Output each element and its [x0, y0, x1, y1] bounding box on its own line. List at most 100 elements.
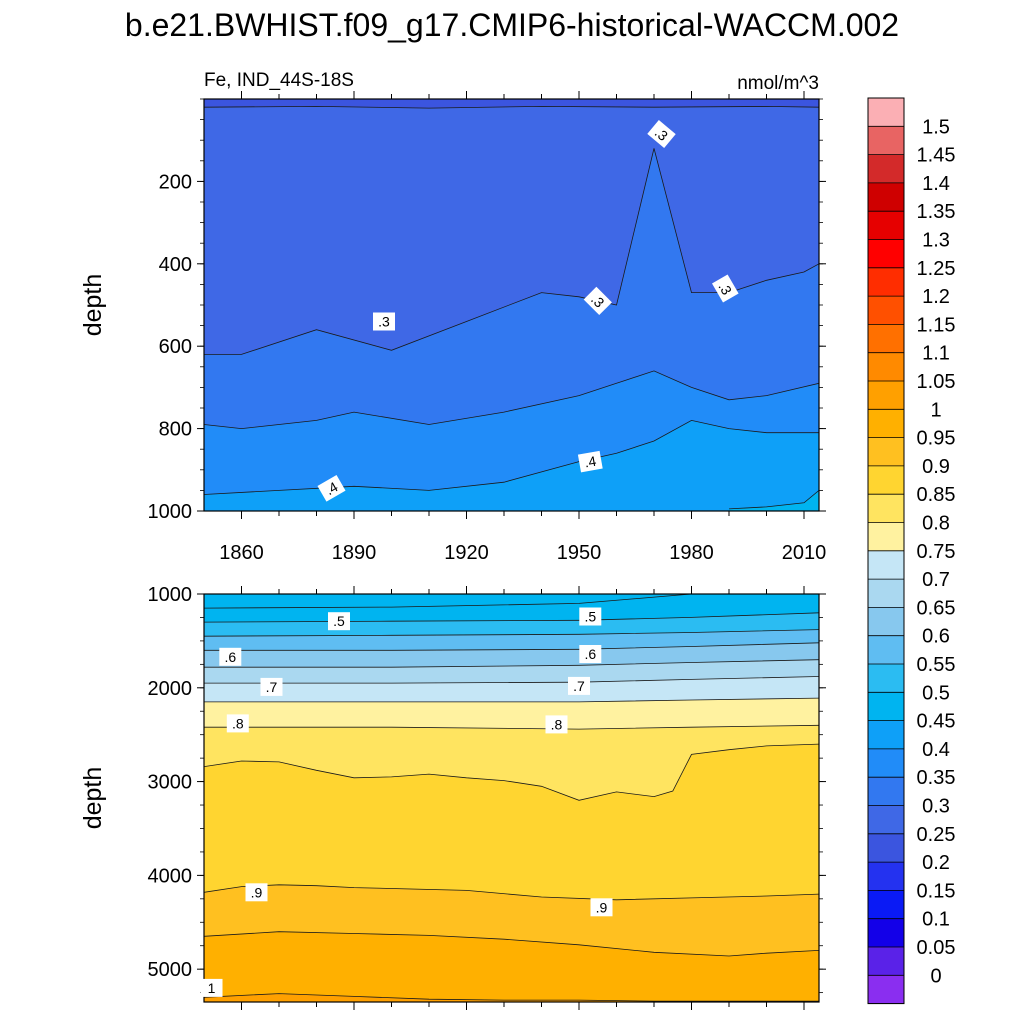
y-tick-label: 4000: [148, 865, 193, 887]
colorbar-swatch: [868, 777, 904, 806]
contour-line: [204, 105, 819, 109]
contour-line: [204, 697, 819, 703]
colorbar-swatch: [868, 267, 904, 297]
colorbar-swatch: [868, 465, 904, 495]
contour-label: .3: [712, 274, 739, 303]
colorbar-swatch: [868, 862, 904, 891]
lower-contour-labels: .5 .5 .6 .6 .7 .7 .8 .8 .9 .9 1: [200, 607, 613, 997]
contour-label-text: .7: [266, 679, 278, 695]
contour-label-box: [545, 715, 568, 734]
lower-plot-frame: [203, 593, 820, 1003]
contour-label-box: [260, 677, 283, 696]
colorbar-label: 0.9: [922, 456, 950, 478]
colorbar: 1.5 1.45 1.4 1.35 1.3 1.25 1.2 1.15 1.1 1.05 1 0.95…: [867, 97, 956, 1005]
contour-line: [204, 370, 819, 430]
contour-label: .9: [590, 898, 613, 917]
colorbar-swatch: [868, 494, 904, 523]
colorbar-label: 0.5: [922, 682, 950, 704]
contour-label-text: .8: [232, 715, 244, 731]
contour-label-text: .6: [584, 646, 596, 662]
contour-label-box: [583, 286, 612, 316]
upper-y-axis-label: depth: [79, 274, 107, 337]
x-tick-label: 1890: [332, 542, 377, 564]
contour-label-text: .8: [551, 716, 563, 732]
colorbar-swatch: [868, 381, 904, 410]
x-tick-label: 1920: [444, 542, 489, 564]
contour-line: [204, 993, 819, 1002]
colorbar-swatch: [868, 239, 904, 269]
contour-label-text: 1: [208, 980, 216, 996]
region-label: Fe, IND_44S-18S: [204, 70, 354, 91]
contour-label: .4: [577, 450, 603, 473]
y-tick-label: 400: [159, 254, 192, 276]
y-tick-label: 600: [159, 336, 192, 358]
colorbar-label: 0.25: [917, 824, 956, 846]
colorbar-swatch: [868, 947, 904, 976]
y-tick-label: 1000: [148, 584, 193, 606]
upper-contour-labels: .3 .3 .3 .3 .4 .4: [317, 120, 739, 502]
colorbar-label: 0.7: [922, 569, 950, 591]
contour-label: .3: [373, 312, 395, 331]
colorbar-label: 1: [930, 399, 941, 421]
colorbar-swatch: [868, 182, 904, 212]
colorbar-label: 1.25: [917, 258, 956, 280]
contour-label-box: [317, 475, 346, 502]
contour-line: [204, 724, 819, 730]
contour-label: .8: [545, 715, 568, 734]
colorbar-swatch: [868, 550, 904, 580]
lower-axis-ticks: 1000 2000 3000 4000 5000: [148, 584, 826, 1010]
contour-label: .5: [328, 612, 350, 631]
colorbar-label: 0.15: [917, 880, 956, 902]
colorbar-label: 1.2: [922, 286, 950, 308]
contour-label: .9: [245, 883, 268, 902]
contour-line: [204, 659, 819, 668]
contour-line: [204, 884, 819, 901]
colorbar-label: 0.4: [922, 739, 950, 761]
colorbar-swatch: [868, 833, 904, 863]
colorbar-swatch: [868, 324, 904, 354]
contour-label-box: [219, 647, 242, 666]
contour-label: .7: [260, 677, 283, 696]
contour-label: .5: [579, 607, 602, 626]
contour-label-box: [647, 120, 676, 148]
colorbar-label: 0.95: [917, 428, 956, 450]
colorbar-swatch: [868, 975, 904, 1004]
colorbar-label: 1.4: [922, 173, 950, 195]
colorbar-swatch: [868, 126, 904, 155]
colorbar-label: 1.3: [922, 230, 950, 252]
colorbar-label: 0.75: [917, 541, 956, 563]
contour-label-box: [579, 645, 602, 663]
y-tick-label: 200: [159, 171, 192, 193]
colorbar-swatch: [868, 664, 904, 693]
x-tick-label: 1950: [557, 542, 602, 564]
y-tick-label: 800: [159, 419, 192, 441]
contour-label-box: [568, 676, 590, 695]
contour-line: [204, 629, 819, 637]
upper-axis-ticks: 200 400 600 800 1000 1860 1890 1920 1950 1980 2010: [148, 91, 827, 564]
colorbar-swatch: [868, 607, 904, 637]
units-label: nmol/m^3: [737, 73, 819, 94]
contour-label-text: .4: [583, 453, 597, 471]
contour-label-box: [328, 612, 350, 631]
colorbar-swatch: [868, 296, 904, 325]
colorbar-swatch: [868, 635, 904, 665]
contour-label-box: [590, 898, 613, 917]
contour-label: .3: [583, 286, 612, 316]
contour-label-box: [226, 714, 249, 733]
x-tick-label: 2010: [782, 542, 827, 564]
contour-label-box: [373, 312, 395, 331]
contour-label-box: [245, 883, 268, 902]
contour-label: .3: [647, 120, 676, 148]
contour-fill: [204, 420, 819, 511]
colorbar-label: 0.6: [922, 626, 950, 648]
x-tick-label: 1860: [219, 542, 264, 564]
contour-line: [728, 490, 819, 510]
colorbar-label: 1.1: [922, 343, 950, 365]
contour-label-text: .6: [224, 649, 236, 665]
colorbar-swatch: [868, 522, 904, 552]
contour-line: [204, 743, 819, 801]
contour-label: 1: [200, 978, 223, 997]
contour-label-text: .5: [584, 609, 596, 625]
colorbar-swatch: [868, 579, 904, 608]
colorbar-frame: [867, 97, 905, 1005]
